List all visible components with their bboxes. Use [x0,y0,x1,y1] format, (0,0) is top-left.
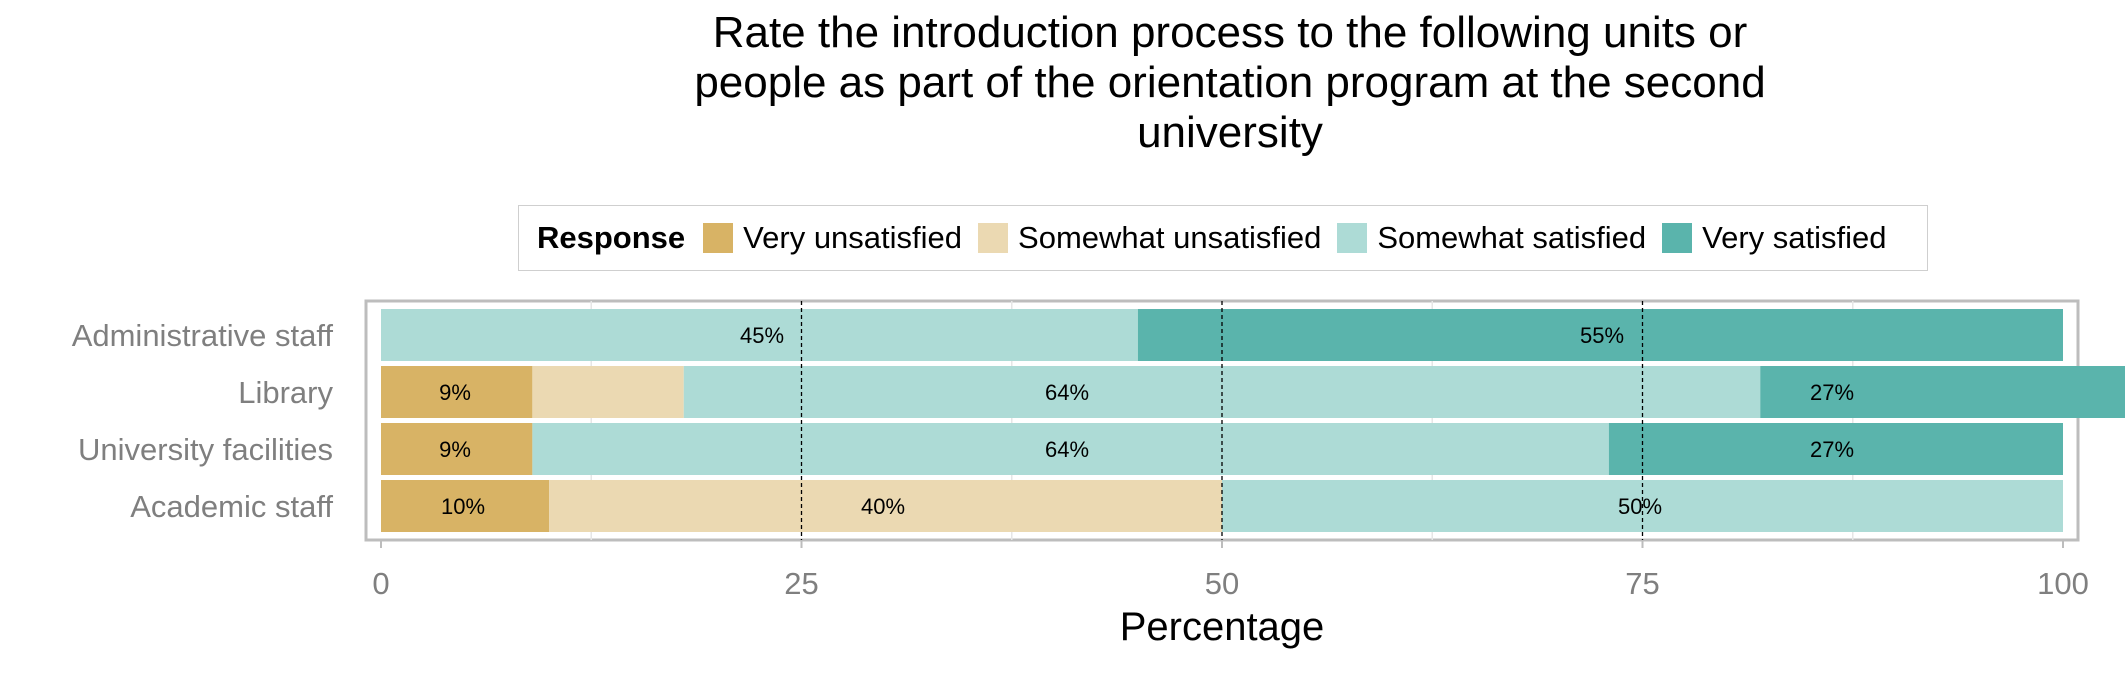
x-axis-tick-label: 100 [2037,566,2089,601]
bar-segment [1608,423,2063,475]
y-axis-category-label: Library [238,375,333,410]
data-label: 27% [1810,437,1854,462]
data-label: 64% [1045,380,1089,405]
x-axis-tick-label: 75 [1625,566,1659,601]
legend-swatch [1662,223,1693,253]
chart-title-line: university [1137,108,1323,157]
bar-segment [381,309,1138,361]
data-label: 55% [1580,323,1624,348]
data-label: 10% [441,494,485,519]
data-label: 27% [1810,380,1854,405]
legend-item: Somewhat satisfied [1337,220,1646,256]
legend-label: Very unsatisfied [743,220,963,255]
legend-item: Very unsatisfied [703,220,962,256]
bar-segment [381,423,533,475]
data-label: 40% [861,494,905,519]
x-axis-tick-label: 0 [372,566,389,601]
y-axis-category-label: University facilities [78,432,333,467]
x-axis-title: Percentage [1120,605,1325,649]
bar-segment [1760,366,2125,418]
legend-title: Response [537,220,686,255]
legend-label: Somewhat satisfied [1377,220,1647,255]
chart-title: Rate the introduction process to the fol… [560,8,1900,158]
data-label: 45% [740,323,784,348]
bar-segment [532,366,684,418]
legend-item: Somewhat unsatisfied [978,220,1321,256]
x-axis-tick-label: 25 [784,566,818,601]
legend-swatch [703,223,734,253]
y-axis-category-label: Academic staff [130,489,333,524]
chart-legend: Response Very unsatisfied Somewhat unsat… [518,205,1928,271]
bar-segment [532,423,1609,475]
legend-label: Somewhat unsatisfied [1018,220,1322,255]
chart-title-line: people as part of the orientation progra… [694,58,1766,107]
legend-label: Very satisfied [1702,220,1887,255]
data-label: 9% [439,437,471,462]
bar-segment [1137,309,2063,361]
data-label: 64% [1045,437,1089,462]
legend-swatch [1337,223,1368,253]
data-label: 9% [439,380,471,405]
bar-segment [381,366,533,418]
data-label: 50% [1618,494,1662,519]
legend-item: Very satisfied [1662,220,1887,256]
bar-segment [549,480,1222,532]
y-axis-category-label: Administrative staff [72,318,334,353]
x-axis-tick-label: 50 [1205,566,1239,601]
bar-segment [381,480,550,532]
chart-title-line: Rate the introduction process to the fol… [712,8,1748,57]
legend-swatch [978,223,1009,253]
